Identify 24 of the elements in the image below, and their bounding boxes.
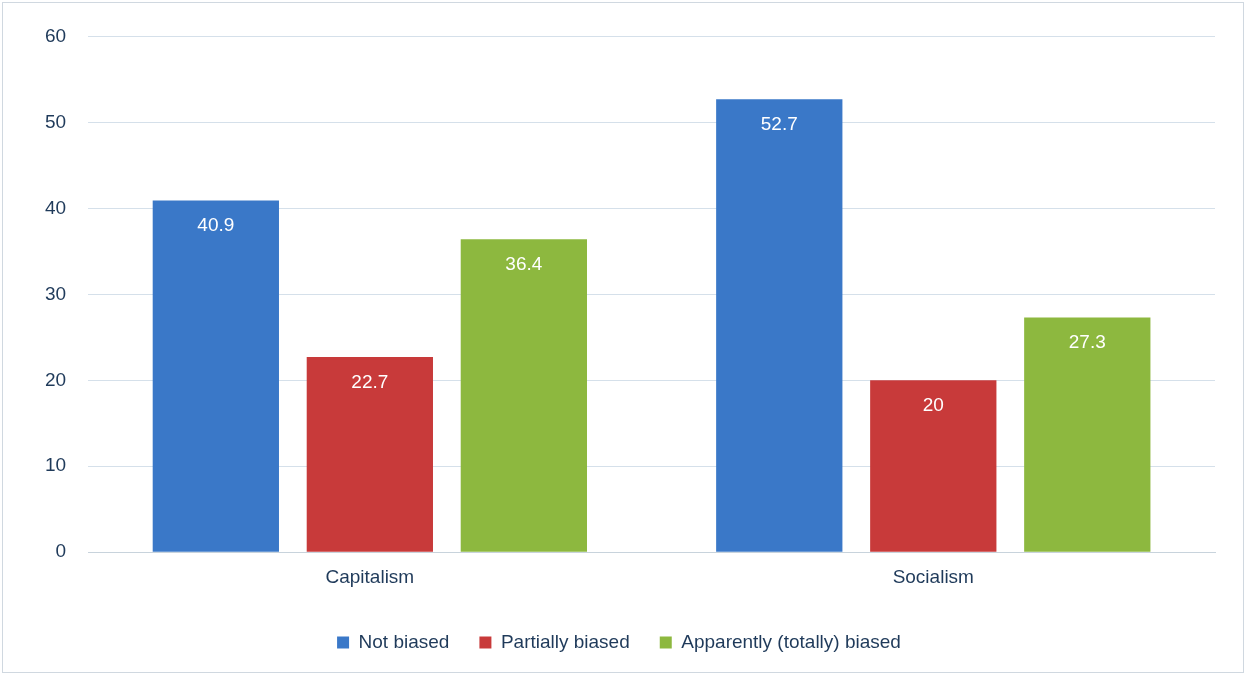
legend-label: Apparently (totally) biased <box>681 630 901 652</box>
y-tick-label: 30 <box>44 282 67 304</box>
y-tick-label: 20 <box>44 368 67 390</box>
legend-label: Not biased <box>358 630 450 652</box>
y-tick-label: 50 <box>44 110 67 132</box>
data-label: 20 <box>922 394 944 415</box>
bar <box>460 239 587 552</box>
legend-label: Partially biased <box>500 630 630 652</box>
bar <box>716 99 843 552</box>
data-label: 22.7 <box>351 370 389 392</box>
y-tick-label: 10 <box>44 454 67 476</box>
data-label: 36.4 <box>505 253 543 275</box>
y-tick-label: 0 <box>55 540 67 562</box>
data-label: 27.3 <box>1068 331 1106 353</box>
bar <box>870 380 997 552</box>
x-tick-label: Socialism <box>892 565 974 587</box>
bar <box>152 200 279 552</box>
y-tick-label: 60 <box>44 24 67 46</box>
x-tick-label: Capitalism <box>325 565 415 587</box>
data-label: 40.9 <box>197 214 235 236</box>
data-label: 52.7 <box>760 112 798 134</box>
y-tick-label: 40 <box>44 196 67 218</box>
bar <box>306 357 433 552</box>
bar <box>1024 317 1151 552</box>
